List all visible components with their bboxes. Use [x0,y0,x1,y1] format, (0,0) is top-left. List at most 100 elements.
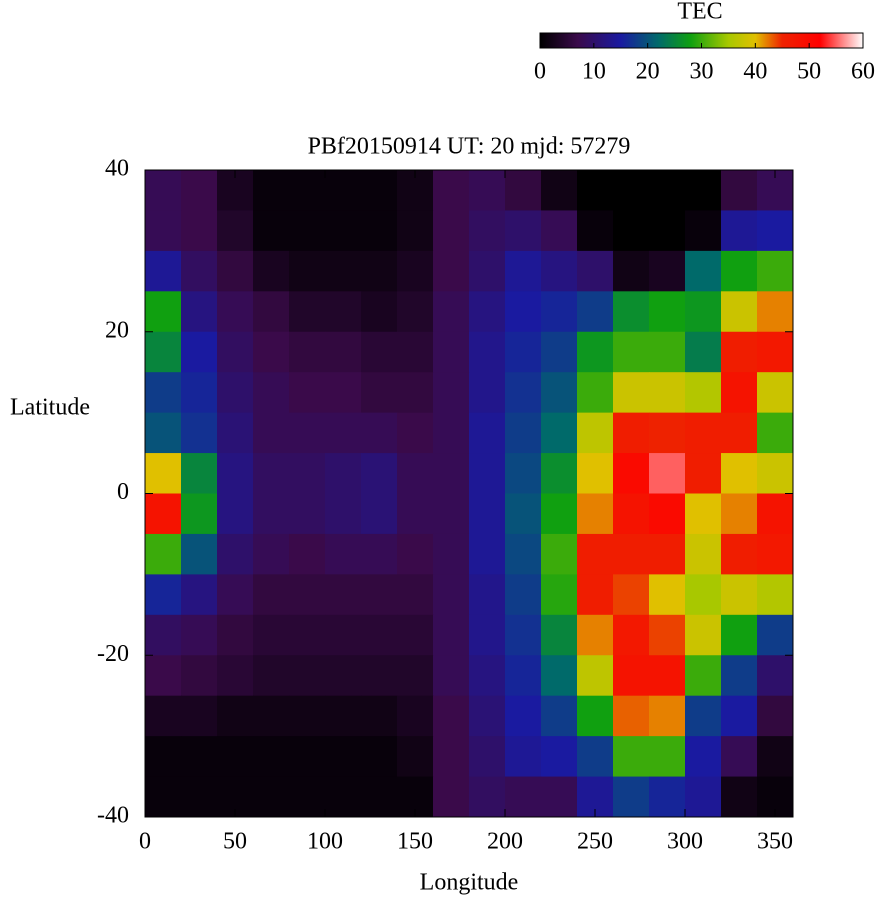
heat-cell [325,412,362,454]
heat-cell [649,331,686,373]
heat-cell [541,533,578,575]
heat-cell [613,210,650,252]
heat-cell [541,170,578,211]
heat-cell [577,574,614,616]
heat-cell [505,614,542,656]
heat-cell [253,776,290,818]
heat-cell [145,614,182,656]
heat-cell [613,493,650,535]
heat-cell [253,331,290,373]
heat-cell [181,372,218,414]
heat-cell [721,533,758,575]
heat-cell [217,250,254,292]
heat-cell [433,776,470,818]
heat-cell [361,695,398,737]
heat-cell [577,210,614,252]
heat-cell [181,695,218,737]
y-tick-label: -20 [97,641,129,667]
heat-cell [649,695,686,737]
heat-cell [577,695,614,737]
heat-cell [685,250,722,292]
heat-cell [505,170,542,211]
heat-cell [181,453,218,494]
heat-cell [613,614,650,656]
heat-cell [397,574,434,616]
x-tick-label: 50 [223,829,247,855]
heat-cell [253,493,290,535]
heat-cell [577,372,614,414]
heat-cell [253,453,290,494]
heat-cell [757,372,794,414]
colorbar-tick-label: 40 [743,59,767,85]
heat-cell [685,453,722,494]
heat-cell [145,655,182,697]
heat-cell [649,574,686,616]
heat-cell [649,210,686,252]
colorbar-tick-label: 50 [797,59,821,85]
heat-cell [289,736,326,778]
heat-cell [649,493,686,535]
heat-cell [541,372,578,414]
heat-cell [721,695,758,737]
heat-cell [649,372,686,414]
heat-cell [721,493,758,535]
colorbar-label: TEC [677,0,722,25]
colorbar-tick-label: 60 [851,59,875,85]
x-axis-label: Longitude [420,870,519,896]
heat-cell [181,331,218,373]
heat-cell [397,210,434,252]
heat-cell [145,695,182,737]
y-axis-label: Latitude [10,395,90,421]
heat-cell [721,372,758,414]
heat-cell [433,412,470,454]
heat-cell [433,291,470,333]
heat-cell [685,533,722,575]
heat-cell [757,210,794,252]
heat-cell [685,776,722,818]
heat-cell [469,776,506,818]
colorbar-tick-label: 0 [534,59,546,85]
heat-cell [505,210,542,252]
heat-cell [505,736,542,778]
heat-cell [721,776,758,818]
heat-cell [433,453,470,494]
heat-cell [469,614,506,656]
heat-cell [325,695,362,737]
heat-cell [361,655,398,697]
heat-cell [181,291,218,333]
x-tick-label: 250 [577,829,613,855]
heat-cell [613,736,650,778]
heat-cell [469,574,506,616]
heat-cell [505,372,542,414]
heat-cell [361,736,398,778]
heat-cell [721,736,758,778]
heat-cell [721,250,758,292]
heat-cell [757,533,794,575]
heat-cell [289,291,326,333]
heat-cell [289,695,326,737]
heat-cell [145,250,182,292]
heat-cell [505,250,542,292]
heat-cell [397,493,434,535]
heat-cell [361,574,398,616]
heat-cell [577,250,614,292]
x-tick-label: 0 [139,829,151,855]
heat-cell [145,533,182,575]
heat-cell [433,493,470,535]
heat-cell [433,695,470,737]
heat-cell [397,331,434,373]
y-tick-label: -40 [97,803,129,829]
heat-cell [145,372,182,414]
heat-cell [145,291,182,333]
heat-cell [433,736,470,778]
heat-cell [181,736,218,778]
heat-cell [361,533,398,575]
heat-cell [469,331,506,373]
heat-cell [721,412,758,454]
heat-cell [613,695,650,737]
heat-cell [649,453,686,494]
heat-cell [325,291,362,333]
heat-cell [685,695,722,737]
heat-cell [361,291,398,333]
heat-cell [361,250,398,292]
